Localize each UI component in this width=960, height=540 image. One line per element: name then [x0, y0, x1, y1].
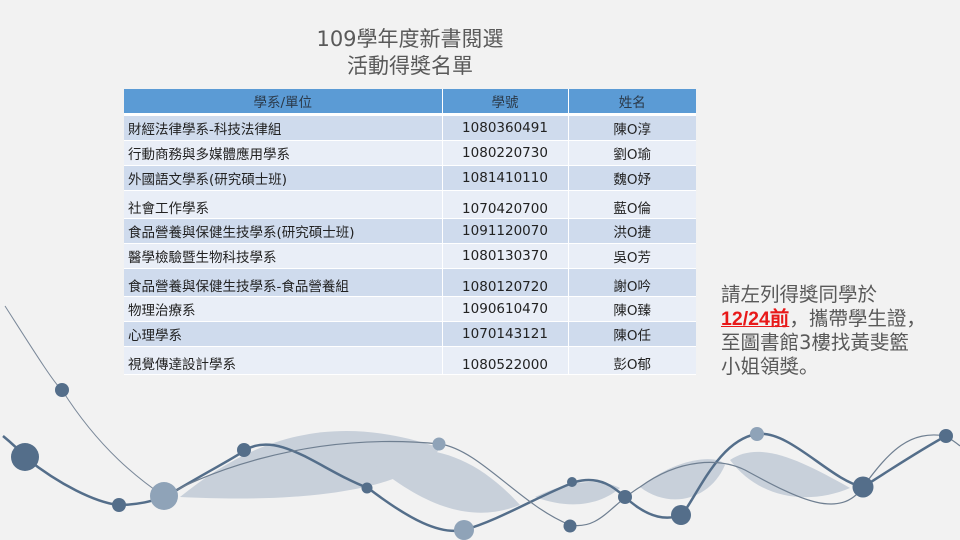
table-row: 食品營養與保健生技學系(研究碩士班) 1091120070 洪O捷 — [124, 218, 696, 244]
student-id-cell: 1090610470 — [442, 296, 569, 322]
title-line-1: 109學年度新書閱選 — [316, 27, 504, 51]
deadline-date: 12/24前 — [721, 308, 790, 330]
table-row: 視覺傳達設計學系 1080522000 彭O郁 — [124, 346, 696, 375]
student-id-cell: 1080130370 — [442, 243, 569, 269]
department-cell: 食品營養與保健生技學系(研究碩士班) — [124, 218, 443, 244]
column-header-student-id: 學號 — [442, 89, 569, 116]
notice-line-4: 小姐領獎。 — [721, 355, 819, 378]
table-row: 醫學檢驗暨生物科技學系 1080130370 吳O芳 — [124, 243, 696, 269]
department-cell: 醫學檢驗暨生物科技學系 — [124, 243, 443, 269]
student-id-cell: 1080220730 — [442, 140, 569, 166]
slide-title: 109學年度新書閱選 活動得獎名單 — [250, 26, 570, 80]
student-name-cell: 洪O捷 — [568, 218, 696, 244]
student-id-cell: 1070420700 — [442, 190, 569, 219]
student-id-cell: 1080360491 — [442, 114, 569, 141]
pickup-notice: 請左列得獎同學於 12/24前，攜帶學生證， 至圖書館3樓找黃斐籃 小姐領獎。 — [721, 283, 953, 379]
department-cell: 社會工作學系 — [124, 190, 443, 219]
student-name-cell: 陳O淳 — [568, 114, 696, 141]
department-cell: 食品營養與保健生技學系-食品營養組 — [124, 268, 443, 297]
student-name-cell: 陳O任 — [568, 321, 696, 347]
table-row: 行動商務與多媒體應用學系 1080220730 劉O瑜 — [124, 140, 696, 166]
notice-line-1: 請左列得獎同學於 — [721, 283, 878, 306]
student-name-cell: 彭O郁 — [568, 346, 696, 375]
winners-table: 學系/單位 學號 姓名 財經法律學系-科技法律組 1080360491 陳O淳 … — [124, 89, 696, 375]
department-cell: 視覺傳達設計學系 — [124, 346, 443, 375]
student-name-cell: 陳O臻 — [568, 296, 696, 322]
student-name-cell: 魏O妤 — [568, 165, 696, 191]
table-header-row: 學系/單位 學號 姓名 — [124, 89, 696, 116]
table-row: 食品營養與保健生技學系-食品營養組 1080120720 謝O吟 — [124, 268, 696, 297]
student-id-cell: 1080120720 — [442, 268, 569, 297]
department-cell: 財經法律學系-科技法律組 — [124, 114, 443, 141]
notice-line-3: 至圖書館3樓找黃斐籃 — [721, 331, 909, 354]
department-cell: 外國語文學系(研究碩士班) — [124, 165, 443, 191]
table-row: 外國語文學系(研究碩士班) 1081410110 魏O妤 — [124, 165, 696, 191]
column-header-department: 學系/單位 — [124, 89, 443, 116]
student-id-cell: 1081410110 — [442, 165, 569, 191]
department-cell: 行動商務與多媒體應用學系 — [124, 140, 443, 166]
student-id-cell: 1091120070 — [442, 218, 569, 244]
student-name-cell: 謝O吟 — [568, 268, 696, 297]
notice-line-2-rest: ，攜帶學生證， — [789, 307, 926, 330]
student-id-cell: 1070143121 — [442, 321, 569, 347]
table-row: 社會工作學系 1070420700 藍O倫 — [124, 190, 696, 219]
student-name-cell: 藍O倫 — [568, 190, 696, 219]
student-id-cell: 1080522000 — [442, 346, 569, 375]
student-name-cell: 劉O瑜 — [568, 140, 696, 166]
title-line-2: 活動得獎名單 — [347, 54, 473, 78]
notice-line-2: 12/24前，攜帶學生證， — [721, 307, 953, 331]
table-row: 財經法律學系-科技法律組 1080360491 陳O淳 — [124, 114, 696, 141]
department-cell: 物理治療系 — [124, 296, 443, 322]
table-row: 心理學系 1070143121 陳O任 — [124, 321, 696, 347]
column-header-name: 姓名 — [568, 89, 696, 116]
student-name-cell: 吳O芳 — [568, 243, 696, 269]
table-row: 物理治療系 1090610470 陳O臻 — [124, 296, 696, 322]
department-cell: 心理學系 — [124, 321, 443, 347]
